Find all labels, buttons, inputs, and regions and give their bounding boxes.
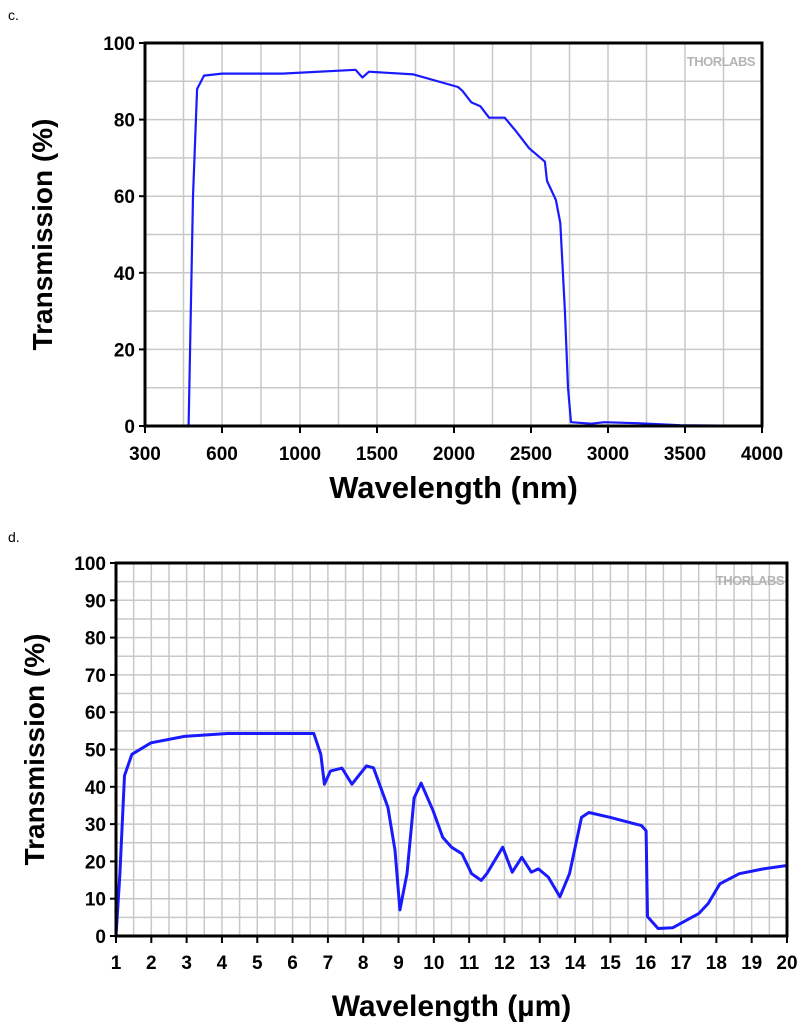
x-tick-label: 7 — [323, 953, 334, 974]
x-tick-label: 1000 — [279, 444, 321, 465]
x-tick-label: 3000 — [587, 444, 629, 465]
panel-label-d: d. — [8, 529, 20, 545]
x-tick-label: 18 — [706, 953, 727, 974]
x-tick-label: 12 — [494, 953, 515, 974]
x-tick-label: 2500 — [510, 444, 552, 465]
x-tick-label: 1500 — [356, 444, 398, 465]
y-tick-label: 80 — [114, 111, 135, 132]
y-tick-label: 100 — [103, 34, 135, 55]
x-tick-label: 2 — [146, 953, 157, 974]
y-tick-label: 60 — [85, 703, 106, 724]
y-tick-label: 30 — [85, 815, 106, 836]
y-tick-label: 40 — [85, 778, 106, 799]
y-tick-label: 0 — [95, 927, 106, 948]
x-tick-label: 3 — [181, 953, 192, 974]
y-tick-label: 60 — [114, 187, 135, 208]
x-tick-label: 14 — [565, 953, 587, 974]
panel-label-c: c. — [8, 7, 19, 23]
grid — [144, 42, 763, 427]
x-tick-label: 9 — [393, 953, 404, 974]
thorlabs-watermark: THORLABS — [716, 573, 785, 588]
y-tick-label: 40 — [114, 264, 135, 285]
y-tick-label: 100 — [74, 554, 106, 575]
x-tick-label: 20 — [776, 953, 797, 974]
x-tick-label: 600 — [206, 444, 238, 465]
x-tick-label: 16 — [635, 953, 656, 974]
x-tick-label: 15 — [600, 953, 622, 974]
y-axis-title: Transmission (%) — [27, 119, 58, 351]
y-tick-label: 80 — [85, 629, 106, 650]
x-tick-label: 6 — [287, 953, 298, 974]
x-tick-label: 4 — [217, 953, 228, 974]
x-tick-label: 11 — [459, 953, 480, 974]
thorlabs-watermark: THORLABS — [687, 54, 756, 69]
x-tick-label: 13 — [529, 953, 550, 974]
grid — [115, 562, 788, 937]
x-axis-title: Wavelength (nm) — [329, 470, 578, 505]
x-tick-label: 1 — [111, 953, 122, 974]
y-tick-label: 0 — [124, 417, 135, 438]
x-tick-label: 10 — [423, 953, 444, 974]
x-tick-label: 3500 — [664, 444, 706, 465]
x-tick-label: 19 — [741, 953, 762, 974]
y-tick-label: 70 — [85, 666, 106, 687]
x-tick-label: 4000 — [741, 444, 783, 465]
y-tick-label: 10 — [85, 890, 106, 911]
x-tick-label: 2000 — [433, 444, 475, 465]
x-tick-label: 5 — [252, 953, 263, 974]
y-tick-label: 20 — [85, 852, 106, 873]
series-line-transmission — [175, 68, 763, 428]
x-tick-label: 17 — [670, 953, 691, 974]
y-tick-label: 50 — [85, 741, 106, 762]
x-axis-title: Wavelength (µm) — [332, 990, 572, 1023]
x-tick-label: 8 — [358, 953, 369, 974]
y-axis-title: Transmission (%) — [19, 634, 50, 866]
y-tick-label: 20 — [114, 340, 135, 361]
x-tick-label: 300 — [129, 444, 161, 465]
y-tick-label: 90 — [85, 591, 106, 612]
chart-c-nm-transmission: c. THORLABS 0 20 40 60 80 100 300 600 1000 1500 200… — [8, 7, 783, 505]
series-line-transmission — [114, 732, 788, 937]
